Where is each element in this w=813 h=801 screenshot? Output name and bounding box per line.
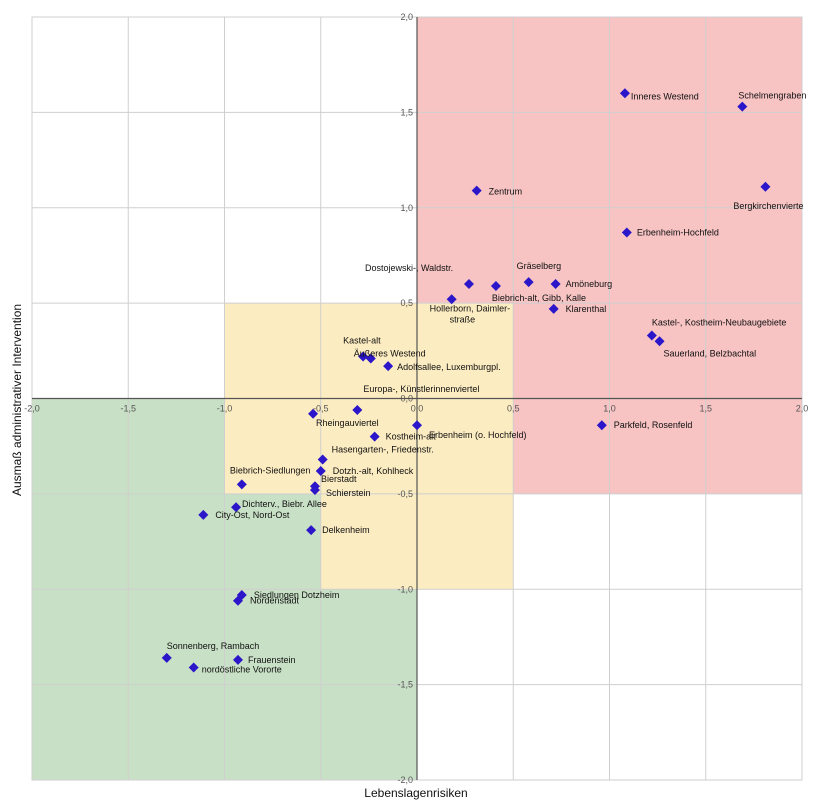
- point-label: Kastel-alt: [343, 336, 381, 346]
- data-points: [161, 88, 771, 673]
- x-tick-label: 1,5: [699, 404, 712, 414]
- data-point: [646, 330, 657, 341]
- point-label: Adolfsallee, Luxemburgpl.: [397, 362, 501, 372]
- point-label: Frauenstein: [248, 655, 296, 665]
- point-label: Zentrum: [489, 187, 523, 197]
- data-point: [621, 227, 632, 238]
- point-label: Dostojewski-, Waldstr.: [365, 263, 453, 273]
- data-point: [232, 595, 243, 606]
- y-tick-label: -1,0: [397, 584, 413, 594]
- point-label: Rheingauviertel: [316, 418, 379, 428]
- point-label: Kastel-, Kostheim-Neubaugebiete: [652, 318, 787, 328]
- data-point: [463, 279, 474, 290]
- point-label-line2: straße: [450, 314, 476, 324]
- data-point: [596, 420, 607, 431]
- point-label: Bergkirchenvierte: [733, 201, 803, 211]
- y-tick-label: 0,5: [400, 298, 413, 308]
- point-label: Schelmengraben: [738, 91, 806, 101]
- data-point: [309, 485, 320, 496]
- x-tick-label: -2,0: [24, 404, 40, 414]
- data-point: [358, 351, 369, 362]
- x-tick-label: 0,0: [411, 404, 424, 414]
- point-label: Klarenthal: [566, 304, 607, 314]
- data-point: [548, 303, 559, 314]
- point-label: Dichterv., Biebr. Allee: [242, 499, 327, 509]
- data-point: [315, 465, 326, 476]
- point-label: Kostheim-alt: [386, 432, 437, 442]
- point-label: Delkenheim: [322, 525, 370, 535]
- point-label: Bierstadt: [321, 474, 357, 484]
- point-label: Sauerland, Belzbachtal: [664, 348, 757, 358]
- point-label: Erbenheim-Hochfeld: [637, 228, 719, 238]
- data-point: [550, 279, 561, 290]
- point-label: Parkfeld, Rosenfeld: [614, 420, 693, 430]
- x-tick-labels: -2,0 -1,5 -1,0 -0,5 0,0 0,5 1,0 1,5 2,0: [24, 404, 808, 414]
- y-tick-label: -2,0: [397, 775, 413, 785]
- data-point: [412, 420, 422, 431]
- point-label: Schierstein: [326, 488, 371, 498]
- point-label: Biebrich-alt, Gibb, Kalle: [492, 293, 586, 303]
- data-point: [236, 479, 247, 490]
- data-point: [490, 280, 501, 291]
- data-point: [369, 431, 380, 442]
- point-label: Europa-, Künstlerinnenviertel: [363, 384, 479, 394]
- data-point: [188, 662, 199, 673]
- x-tick-label: 0,5: [507, 404, 520, 414]
- point-label: Inneres Westend: [631, 91, 699, 101]
- x-axis-title: Lebenslagenrisiken: [364, 786, 467, 800]
- point-label: Erbenheim (o. Hochfeld): [429, 430, 527, 440]
- data-point: [317, 454, 328, 465]
- point-label: nordöstliche Vororte: [202, 664, 282, 674]
- point-label: Siedlungen Dotzheim: [254, 590, 340, 600]
- y-tick-label: -1,5: [397, 680, 413, 690]
- x-tick-label: -1,5: [120, 404, 136, 414]
- data-point: [308, 408, 319, 419]
- point-label: Dotzh.-alt, Kohlheck: [333, 466, 414, 476]
- point-label: Hollerborn, Daimler-: [430, 303, 511, 313]
- data-point: [383, 361, 394, 372]
- x-tick-label: -0,5: [313, 404, 329, 414]
- y-tick-label: 2,0: [400, 12, 413, 22]
- point-label: Gräselberg: [517, 261, 562, 271]
- y-tick-label: 1,5: [400, 107, 413, 117]
- point-label: City-Ost, Nord-Ost: [215, 510, 290, 520]
- data-point: [737, 101, 748, 112]
- y-tick-label: -0,5: [397, 489, 413, 499]
- data-point: [232, 654, 243, 665]
- y-tick-label: 0,0: [400, 394, 413, 404]
- data-point: [654, 336, 665, 347]
- data-point: [446, 294, 457, 305]
- data-point: [619, 88, 630, 99]
- data-labels: Schelmengraben Inneres Westend Bergkirchen…: [167, 91, 807, 675]
- axes: [32, 17, 802, 780]
- x-tick-label: -1,0: [217, 404, 233, 414]
- data-point: [471, 185, 482, 196]
- y-axis-title: Ausmaß administrativer Intervention: [10, 304, 24, 496]
- point-label: Äußeres Westend: [354, 348, 426, 358]
- point-label: Biebrich-Siedlungen: [230, 465, 311, 475]
- data-point: [365, 353, 376, 364]
- data-point: [523, 277, 534, 288]
- point-label: Amöneburg: [566, 279, 613, 289]
- x-tick-label: 1,0: [603, 404, 616, 414]
- data-point: [231, 502, 242, 513]
- data-point: [352, 404, 363, 415]
- point-label: Sonnenberg, Rambach: [167, 641, 260, 651]
- data-point: [760, 181, 771, 192]
- x-tick-label: 2,0: [796, 404, 809, 414]
- data-point: [198, 509, 209, 520]
- y-tick-label: 1,0: [400, 203, 413, 213]
- data-point: [306, 525, 317, 536]
- y-tick-labels: -2,0 -1,5 -1,0 -0,5 0,0 0,5 1,0 1,5 2,0: [397, 12, 413, 785]
- point-label: Nordenstadt: [250, 596, 300, 606]
- data-point: [161, 652, 172, 663]
- point-label: Hasengarten-, Friedenstr.: [332, 445, 434, 455]
